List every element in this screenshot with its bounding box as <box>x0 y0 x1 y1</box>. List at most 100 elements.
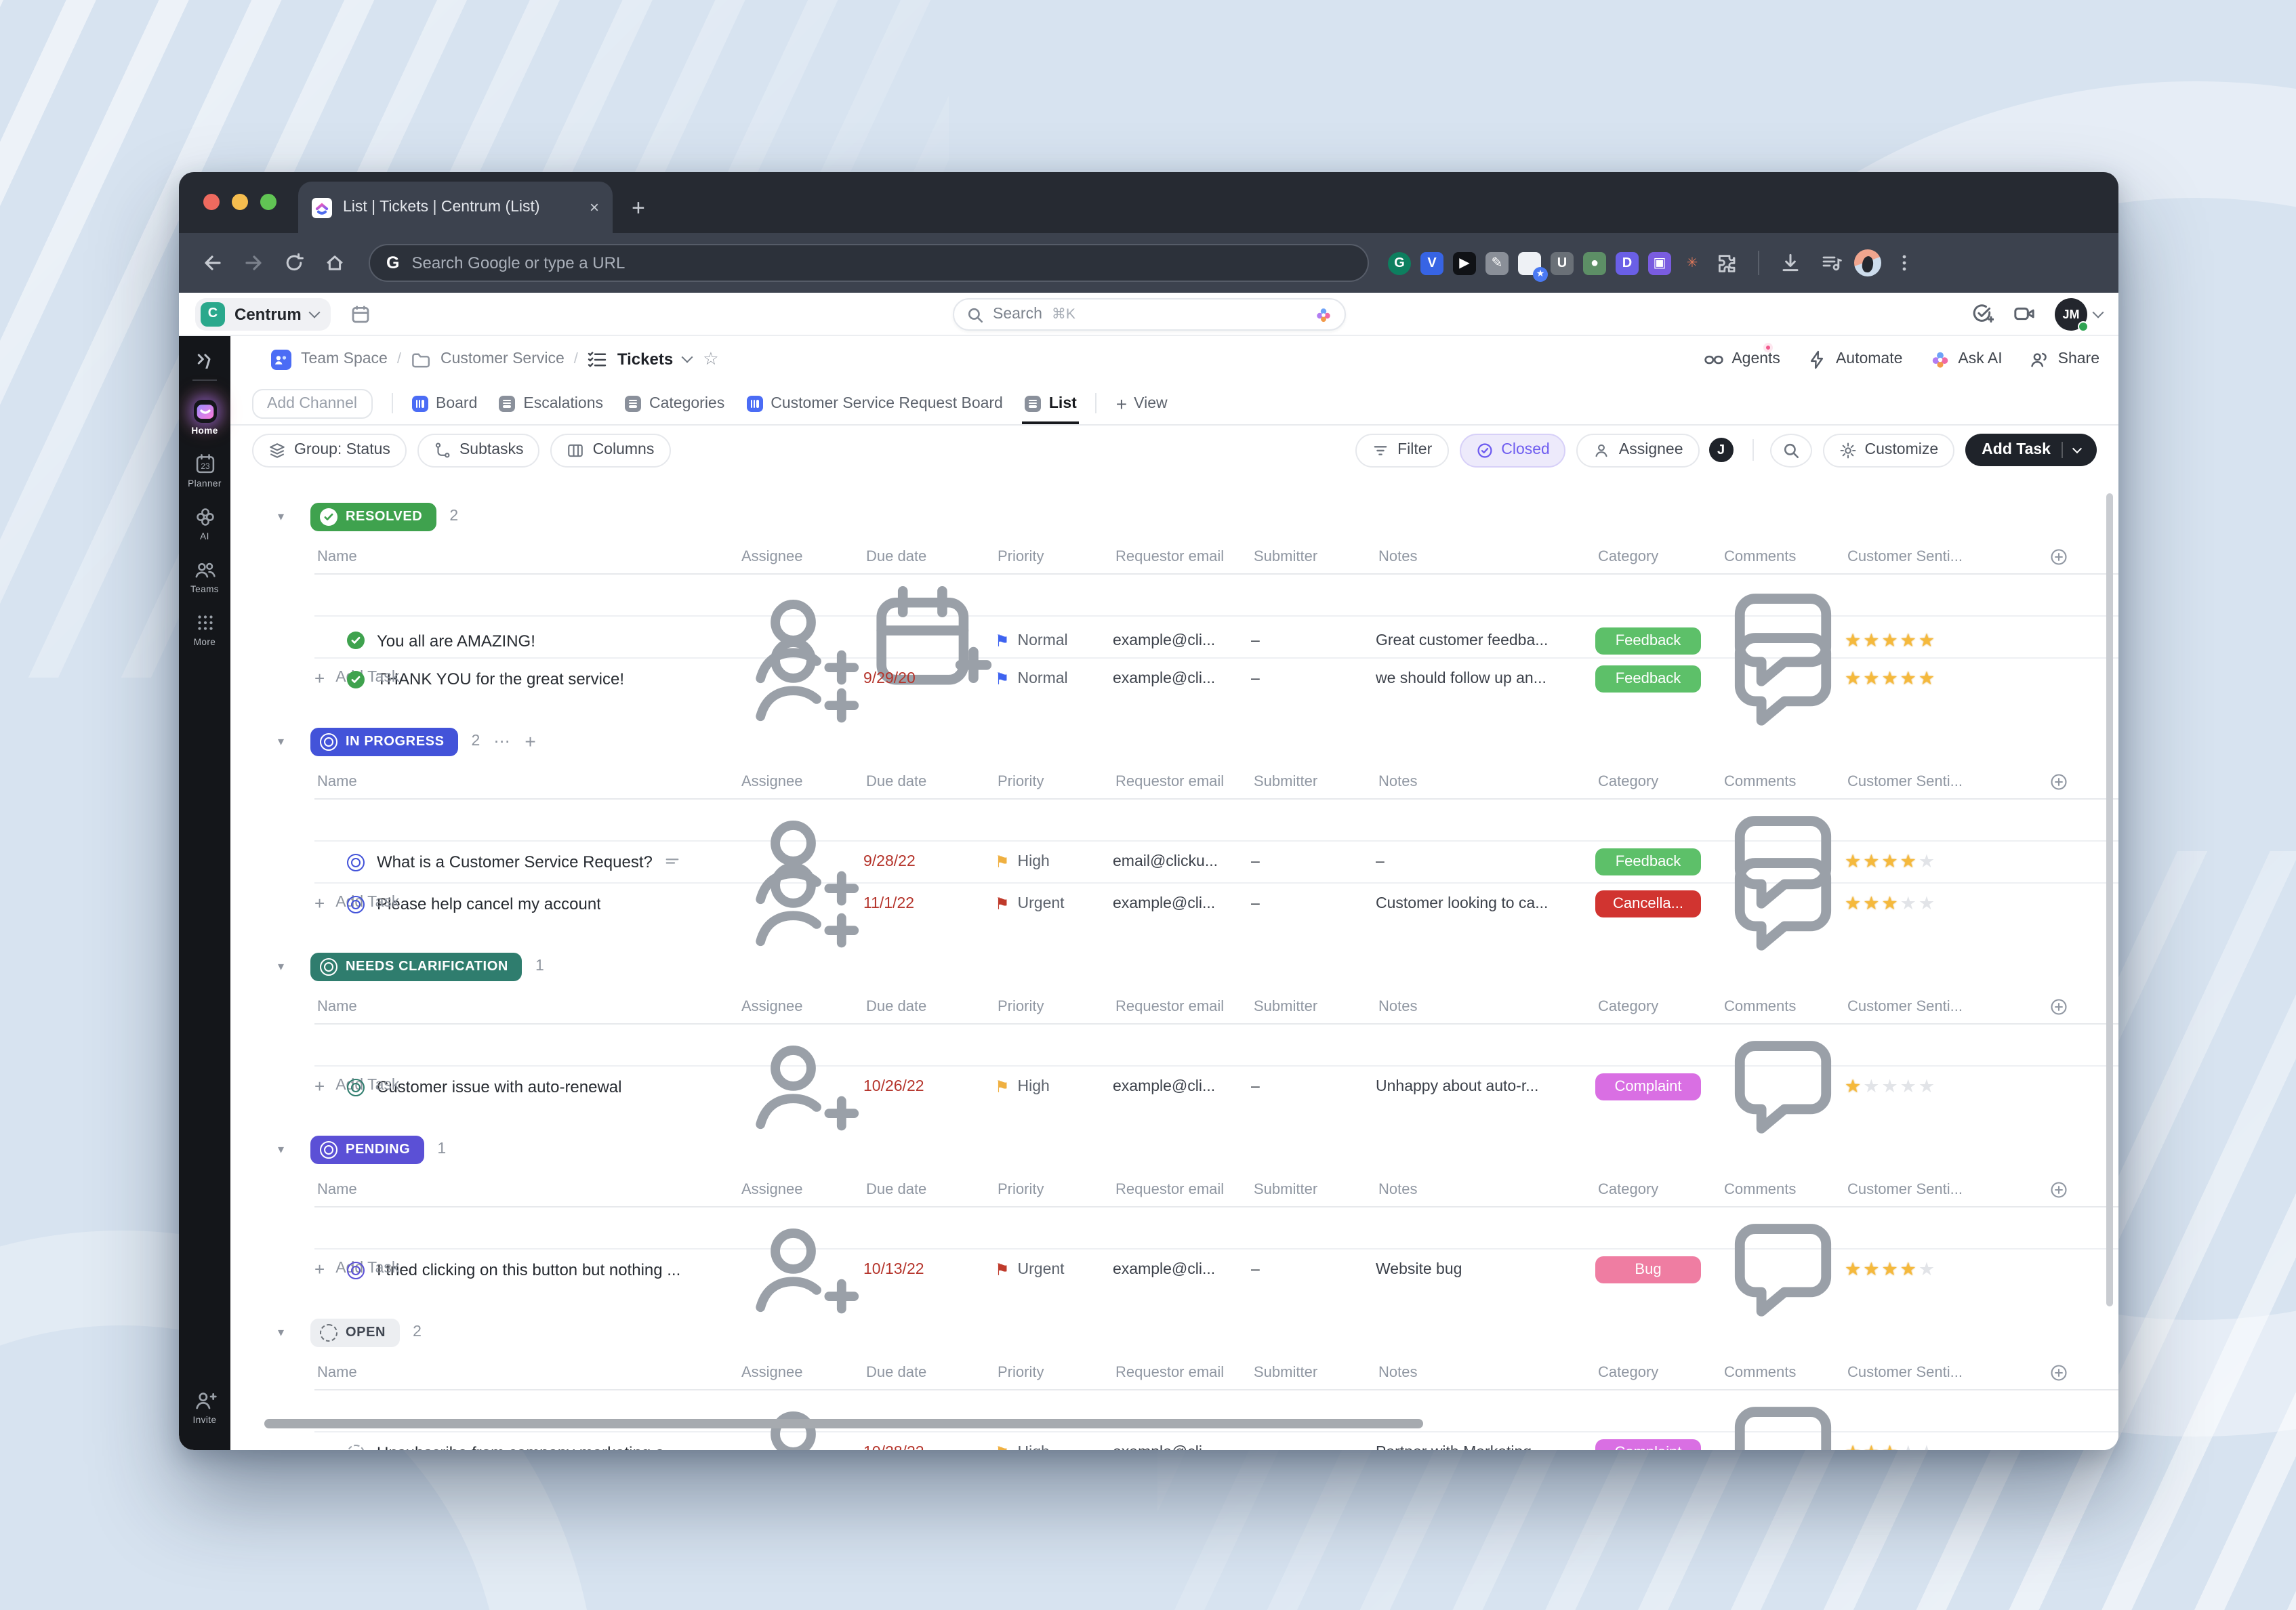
global-search-input[interactable]: Search ⌘K <box>952 298 1345 331</box>
task-name-cell[interactable]: THANK YOU for the great service! <box>314 669 739 688</box>
requestor-email-cell[interactable]: example@cli... <box>1113 1262 1216 1278</box>
status-dashed-icon[interactable] <box>347 1444 365 1450</box>
add-view-button[interactable]: + View <box>1116 392 1168 414</box>
task-name-cell[interactable]: What is a Customer Service Request? <box>314 852 739 871</box>
group-add-icon[interactable]: + <box>525 730 536 752</box>
status-ring-icon[interactable] <box>320 1140 337 1158</box>
submitter-cell[interactable]: – <box>1251 671 1260 687</box>
task-row[interactable]: Unsubscribe from company marketing e... 1… <box>314 1390 2118 1450</box>
sidebar-item-invite[interactable]: Invite <box>179 1381 230 1434</box>
notes-cell[interactable]: Great customer feedba... <box>1376 632 1549 648</box>
minimize-window-button[interactable] <box>232 194 248 210</box>
task-name-cell[interactable]: You all are AMAZING! <box>314 631 739 650</box>
assignee-filter-button[interactable]: Assignee <box>1576 433 1700 467</box>
column-header-assignee[interactable]: Assignee <box>741 1364 803 1380</box>
automate-button[interactable]: Automate <box>1807 349 1902 369</box>
column-header-priority[interactable]: Priority <box>998 1364 1044 1380</box>
tab-close-icon[interactable]: × <box>589 198 599 217</box>
add-column-icon[interactable] <box>2049 547 2068 566</box>
column-header-comments[interactable]: Comments <box>1724 1181 1797 1197</box>
column-header-category[interactable]: Category <box>1598 773 1659 789</box>
sidebar-item-home[interactable]: Home <box>179 392 230 445</box>
group-menu-icon[interactable]: ⋯ <box>493 732 512 751</box>
submitter-cell[interactable]: – <box>1251 632 1260 648</box>
extension-starburst-icon[interactable]: ✳ <box>1681 251 1704 274</box>
collapse-icon[interactable]: ▾ <box>278 1142 285 1155</box>
status-badge[interactable]: NEEDS CLARIFICATION <box>310 952 522 981</box>
assignee-cell[interactable] <box>739 1390 863 1450</box>
comments-cell[interactable] <box>1721 842 1845 966</box>
sidebar-item-ai[interactable]: AI <box>179 497 230 550</box>
add-task-row[interactable]: + Add Task <box>278 1250 2118 1287</box>
column-header-assignee[interactable]: Assignee <box>741 998 803 1014</box>
comments-cell[interactable] <box>1721 1025 1845 1149</box>
agents-button[interactable]: Agents <box>1703 342 1780 369</box>
column-header-category[interactable]: Category <box>1598 1181 1659 1197</box>
column-header-requestor-email[interactable]: Requestor email <box>1115 998 1225 1014</box>
column-header-name[interactable]: Name <box>317 773 357 789</box>
subtasks-button[interactable]: Subtasks <box>417 433 540 467</box>
submitter-cell[interactable]: – <box>1251 896 1260 912</box>
status-resolved-icon[interactable] <box>347 670 365 688</box>
column-header-submitter[interactable]: Submitter <box>1254 1364 1318 1380</box>
due-date-cell[interactable]: 10/28/22 <box>863 1445 995 1450</box>
column-header-notes[interactable]: Notes <box>1378 1181 1418 1197</box>
priority-cell[interactable]: ⚑ Urgent <box>995 1262 1113 1278</box>
comments-cell[interactable] <box>1721 1208 1845 1332</box>
add-task-row[interactable]: + Add Task <box>278 1067 2118 1105</box>
tab-customer-service-request-board[interactable]: Customer Service Request Board <box>746 382 1003 424</box>
sidebar-item-planner[interactable]: 23 Planner <box>179 445 230 497</box>
task-row[interactable]: What is a Customer Service Request? 9/28/… <box>314 800 2118 908</box>
breadcrumb-folder[interactable]: Customer Service <box>440 351 565 367</box>
workspace-switcher[interactable]: C Centrum <box>195 297 331 330</box>
add-column-icon[interactable] <box>2049 997 2068 1016</box>
requestor-email-cell[interactable]: example@cli... <box>1113 671 1216 687</box>
column-header-comments[interactable]: Comments <box>1724 998 1797 1014</box>
status-badge[interactable]: PENDING <box>310 1135 424 1163</box>
column-header-customer-senti[interactable]: Customer Senti... <box>1847 1364 1963 1380</box>
collapse-icon[interactable]: ▾ <box>278 1325 285 1338</box>
collapse-icon[interactable]: ▾ <box>278 509 285 522</box>
sidebar-item-teams[interactable]: Teams <box>179 550 230 603</box>
browser-tab[interactable]: List | Tickets | Centrum (List) × <box>298 182 613 233</box>
status-ring-icon[interactable] <box>347 853 365 871</box>
extension-phone-search-icon[interactable]: ▣ <box>1648 251 1671 274</box>
priority-cell[interactable]: ⚑ Normal <box>995 632 1113 648</box>
column-header-priority[interactable]: Priority <box>998 998 1044 1014</box>
column-header-submitter[interactable]: Submitter <box>1254 773 1318 789</box>
extension-u-reader-icon[interactable]: U <box>1551 251 1574 274</box>
column-header-customer-senti[interactable]: Customer Senti... <box>1847 548 1963 564</box>
priority-cell[interactable]: ⚑ High <box>995 854 1113 870</box>
column-header-assignee[interactable]: Assignee <box>741 773 803 789</box>
add-column-icon[interactable] <box>2049 1363 2068 1382</box>
notes-cell[interactable]: Customer looking to ca... <box>1376 896 1549 912</box>
collapse-icon[interactable]: ▾ <box>278 734 285 747</box>
column-header-name[interactable]: Name <box>317 548 357 564</box>
column-header-priority[interactable]: Priority <box>998 773 1044 789</box>
favorite-star-icon[interactable]: ☆ <box>703 348 719 369</box>
column-header-due-date[interactable]: Due date <box>866 773 927 789</box>
sentiment-cell[interactable]: ★★★★★ <box>1845 851 2020 873</box>
requestor-email-cell[interactable]: example@cli... <box>1113 1445 1251 1450</box>
status-ring-icon[interactable] <box>347 1078 365 1096</box>
column-header-customer-senti[interactable]: Customer Senti... <box>1847 773 1963 789</box>
column-header-name[interactable]: Name <box>317 1364 357 1380</box>
filter-button[interactable]: Filter <box>1355 433 1449 467</box>
column-header-customer-senti[interactable]: Customer Senti... <box>1847 998 1963 1014</box>
reload-icon[interactable] <box>276 245 312 281</box>
requestor-email-cell[interactable]: example@cli... <box>1113 1079 1216 1095</box>
column-header-category[interactable]: Category <box>1598 548 1659 564</box>
horizontal-scrollbar[interactable] <box>264 1419 1423 1428</box>
column-header-requestor-email[interactable]: Requestor email <box>1115 773 1225 789</box>
assignee-cell[interactable] <box>739 1208 863 1332</box>
category-cell[interactable]: Bug <box>1595 1256 1721 1283</box>
submitter-cell[interactable]: – <box>1251 1445 1376 1450</box>
column-header-due-date[interactable]: Due date <box>866 548 927 564</box>
notes-cell[interactable]: Website bug <box>1376 1262 1462 1278</box>
category-cell[interactable]: Complaint <box>1595 1439 1721 1450</box>
due-date-cell[interactable]: 9/29/20 <box>863 671 916 687</box>
new-tab-button[interactable]: + <box>632 195 645 221</box>
sentiment-cell[interactable]: ★★★★★ <box>1845 1076 2020 1098</box>
task-name-cell[interactable]: Please help cancel my account <box>314 894 739 913</box>
breadcrumb-space[interactable]: Team Space <box>301 351 388 367</box>
